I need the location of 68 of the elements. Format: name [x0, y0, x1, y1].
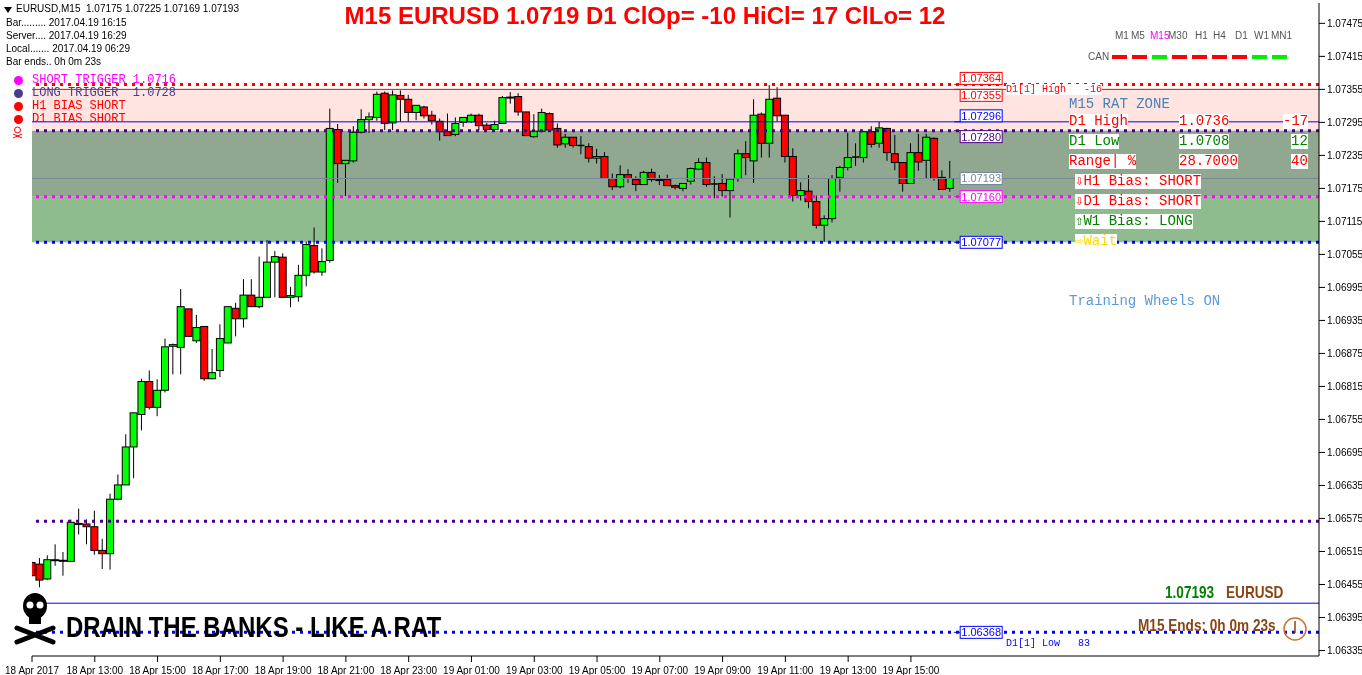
annotation: 1.0708: [1179, 133, 1230, 150]
annotation: EURUSD,M15 1.07175 1.07225 1.07169 1.07193: [16, 3, 239, 14]
annotation: H1: [1195, 30, 1208, 41]
ref-line-label: 1.07280: [961, 130, 1002, 143]
annotation: Local....... 2017.04.19 06:29: [6, 43, 130, 54]
annotation: M1: [1115, 30, 1129, 41]
annotation: SHORT TRIGGER 1.0716: [32, 73, 177, 87]
annotation: M15 Ends: 0h 0m 23s: [1138, 616, 1276, 636]
ref-line-label: 1.07193: [961, 172, 1002, 185]
annotation: M15 RAT ZONE: [1069, 96, 1170, 113]
y-tick-label: 1.07115: [1327, 215, 1362, 227]
annotation: H1 BIAS SHORT: [32, 99, 126, 113]
y-tick-label: 1.06995: [1327, 281, 1362, 293]
ref-line-label: 1.06368: [961, 626, 1002, 639]
annotation: CAN: [1088, 51, 1110, 62]
annotation: Training Wheels ON: [1069, 293, 1221, 310]
y-tick-label: 1.06635: [1327, 480, 1362, 492]
chart-title: M15 EURUSD 1.0719 D1 ClOp= -10 HiCl= 17 ClLo= 12: [344, 2, 946, 29]
ref-line-label: 1.07355: [961, 89, 1002, 102]
y-tick-label: 1.07175: [1327, 182, 1362, 194]
annotation: 1.0736: [1179, 113, 1230, 130]
annotation: 1.07193: [1165, 583, 1215, 603]
y-tick-label: 1.07355: [1327, 83, 1362, 95]
annotation: D1: [1235, 30, 1248, 41]
y-tick-label: 1.07475: [1327, 17, 1362, 29]
annotation: LONG TRIGGER 1.0728: [32, 86, 177, 100]
annotation: ⇧W1 Bias: LONG: [1075, 213, 1193, 230]
annotation: 40: [1291, 153, 1308, 170]
annotation: Bar......... 2017.04.19 16:15: [6, 17, 127, 28]
annotation: W1: [1254, 30, 1269, 41]
y-tick-label: 1.07235: [1327, 149, 1362, 161]
annotation: DRAIN THE BANKS - LIKE A RAT: [66, 610, 442, 643]
annotation: M15: [1150, 30, 1170, 41]
annotation: ⇩H1 Bias: SHORT: [1075, 173, 1202, 190]
annotation: M5: [1131, 30, 1145, 41]
annotation: D1 Low: [1069, 133, 1120, 150]
y-tick-label: 1.06575: [1327, 513, 1362, 525]
annotation: -17: [1283, 113, 1309, 130]
annotation: 28.7000: [1179, 153, 1238, 170]
annotation: ⇩D1 Bias: SHORT: [1075, 193, 1202, 210]
annotation: D1[1] Low 83: [1006, 638, 1091, 649]
ref-line-label: 1.07160: [961, 190, 1002, 203]
annotation: ⇨Wait: [1075, 233, 1118, 250]
annotation: M30: [1168, 30, 1188, 41]
y-tick-label: 1.06695: [1327, 447, 1362, 458]
annotation: D1 High: [1069, 113, 1128, 130]
ref-line-label: 1.07364: [961, 72, 1002, 85]
y-tick-label: 1.06935: [1327, 314, 1362, 326]
y-tick-label: 1.06815: [1327, 380, 1362, 392]
annotation: H4: [1213, 30, 1226, 41]
annotation: Range| %: [1069, 153, 1137, 170]
y-tick-label: 1.07295: [1327, 116, 1362, 128]
y-tick-label: 1.06755: [1327, 414, 1362, 425]
ref-line-label: 1.07296: [961, 109, 1002, 122]
y-tick-label: 1.06335: [1327, 645, 1362, 657]
annotation: D1[1] High -16: [1006, 84, 1103, 95]
annotation: MN1: [1271, 30, 1293, 41]
y-tick-label: 1.07055: [1327, 248, 1362, 260]
y-tick-label: 1.06515: [1327, 546, 1362, 558]
annotation: 12: [1291, 133, 1308, 150]
y-tick-label: 1.06395: [1327, 612, 1362, 624]
ref-line-label: 1.07077: [961, 236, 1002, 249]
annotation: Bar ends.. 0h 0m 23s: [6, 56, 102, 67]
y-tick-label: 1.06455: [1327, 579, 1362, 591]
y-tick-label: 1.06875: [1327, 347, 1362, 359]
y-tick-label: 1.07415: [1327, 50, 1362, 62]
annotation: Server.... 2017.04.19 16:29: [6, 30, 127, 41]
annotation: EURUSD: [1226, 583, 1284, 603]
